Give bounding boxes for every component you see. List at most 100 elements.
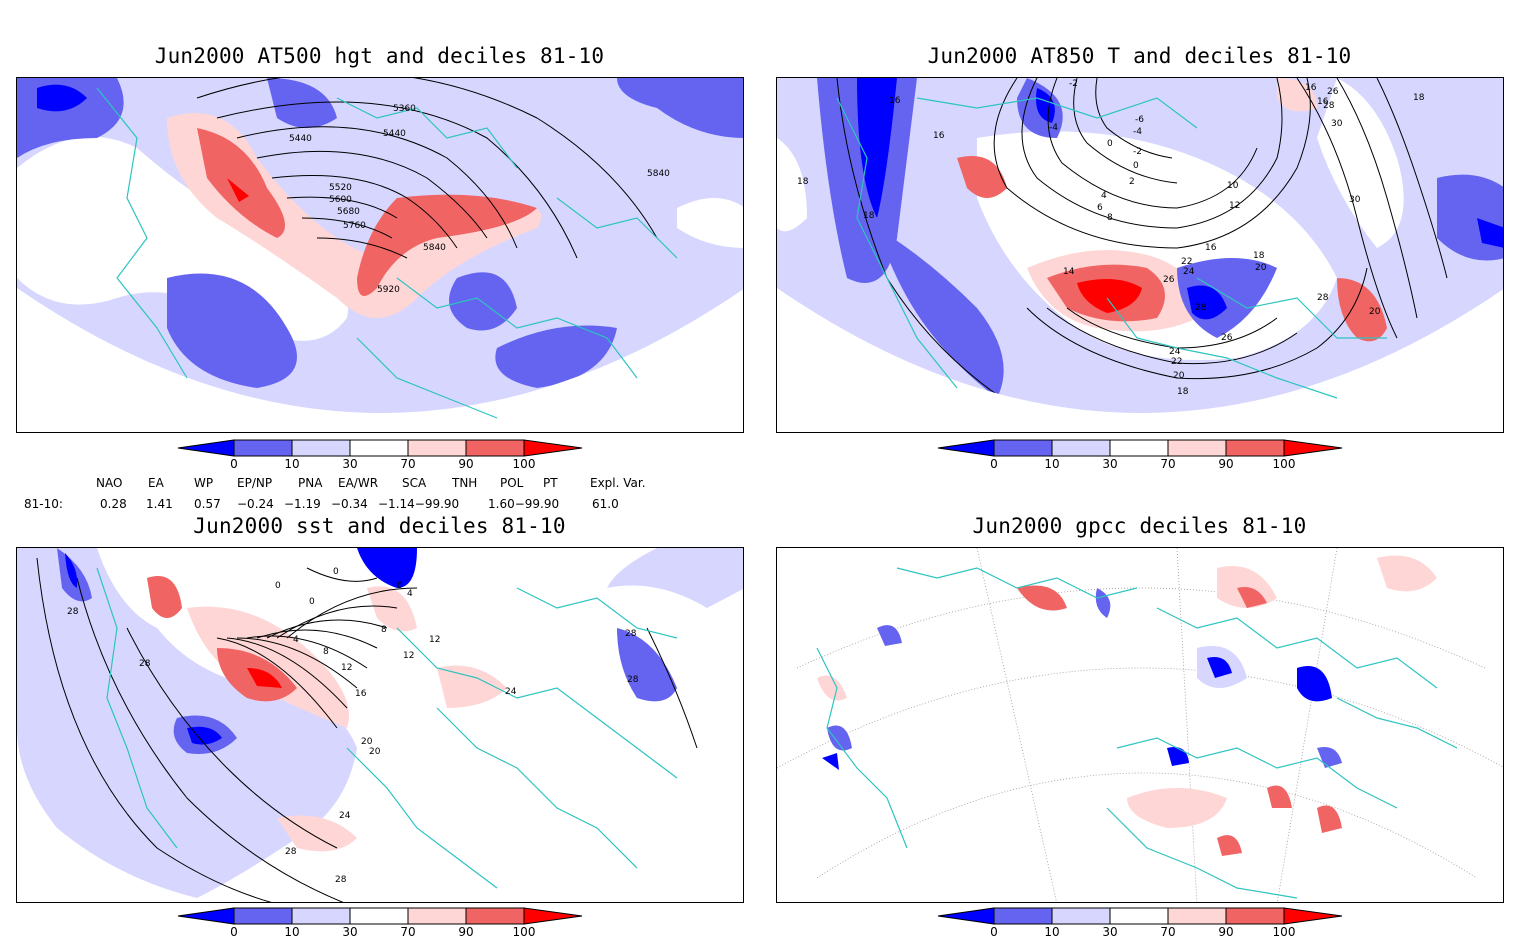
svg-text:90: 90 <box>458 925 473 939</box>
svg-text:26: 26 <box>1327 87 1339 97</box>
svg-text:20: 20 <box>1173 371 1185 381</box>
svg-text:30: 30 <box>342 925 357 939</box>
colorbar-swatch <box>994 440 1052 456</box>
index-header-expl-var: Expl. Var. <box>590 476 646 490</box>
colorbar-swatch <box>178 908 234 924</box>
colorbar-bottom-right: 0 10 30 70 90 100 <box>937 907 1343 939</box>
index-header-pt: PT <box>543 476 558 490</box>
colorbar-swatch <box>350 908 408 924</box>
colorbar-swatches <box>178 440 582 456</box>
colorbar-swatch <box>938 908 994 924</box>
svg-text:5680: 5680 <box>337 207 360 217</box>
colorbar-swatch <box>524 440 582 456</box>
svg-text:26: 26 <box>1221 333 1233 343</box>
colorbar-swatch <box>1110 908 1168 924</box>
svg-text:5520: 5520 <box>329 183 352 193</box>
svg-text:28: 28 <box>1195 303 1207 313</box>
svg-text:-4: -4 <box>1133 127 1142 137</box>
index-header-sca: SCA <box>402 476 427 490</box>
colorbar-swatch <box>408 440 466 456</box>
index-value-expl-var: 61.0 <box>592 497 619 511</box>
svg-text:12: 12 <box>1229 201 1240 211</box>
svg-text:30: 30 <box>342 457 357 471</box>
panel-title-sst: Jun2000 sst and deciles 81-10 <box>193 514 566 538</box>
svg-text:18: 18 <box>797 177 809 187</box>
index-value-wp: 0.57 <box>194 497 221 511</box>
svg-text:100: 100 <box>1273 457 1296 471</box>
index-row-label: 81-10: <box>24 497 63 511</box>
svg-text:28: 28 <box>335 875 347 885</box>
svg-text:18: 18 <box>1177 387 1189 397</box>
colorbar-swatch <box>1226 908 1284 924</box>
svg-text:0: 0 <box>333 567 339 577</box>
svg-text:0: 0 <box>230 457 238 471</box>
colorbar-top-left: 0 10 30 70 90 100 <box>177 439 583 471</box>
colorbar-top-right: 0 10 30 70 90 100 <box>937 439 1343 471</box>
colorbar-swatches <box>938 440 1342 456</box>
svg-text:10: 10 <box>1044 925 1059 939</box>
svg-text:16: 16 <box>355 689 367 699</box>
teleconnection-index-table: NAO EA WP EP/NP PNA EA/WR SCA TNH POL PT… <box>0 474 700 514</box>
map-panel-sst: 28 28 0 0 0 0 4 4 8 8 12 12 12 16 20 20 … <box>16 547 744 903</box>
svg-text:0: 0 <box>1133 161 1139 171</box>
svg-text:28: 28 <box>1317 293 1329 303</box>
svg-text:8: 8 <box>1107 213 1113 223</box>
svg-text:18: 18 <box>863 211 875 221</box>
svg-text:28: 28 <box>67 607 79 617</box>
svg-text:24: 24 <box>339 811 351 821</box>
panel-title-gpcc: Jun2000 gpcc deciles 81-10 <box>972 514 1307 538</box>
svg-text:-2: -2 <box>1069 79 1078 89</box>
svg-text:24: 24 <box>1169 347 1181 357</box>
svg-text:0: 0 <box>309 597 315 607</box>
colorbar-swatch <box>938 440 994 456</box>
colorbar-swatch <box>1168 908 1226 924</box>
svg-text:0: 0 <box>275 581 281 591</box>
svg-text:100: 100 <box>1273 925 1296 939</box>
index-header-nao: NAO <box>96 476 123 490</box>
svg-text:16: 16 <box>1205 243 1217 253</box>
colorbar-swatch <box>350 440 408 456</box>
svg-text:10: 10 <box>284 925 299 939</box>
colorbar-swatch <box>1168 440 1226 456</box>
svg-text:10: 10 <box>284 457 299 471</box>
svg-text:6: 6 <box>1097 203 1103 213</box>
svg-text:4: 4 <box>293 635 299 645</box>
colorbar-swatch <box>292 440 350 456</box>
svg-text:20: 20 <box>1369 307 1381 317</box>
index-header-pna: PNA <box>298 476 323 490</box>
colorbar-swatch <box>1110 440 1168 456</box>
svg-text:100: 100 <box>513 457 536 471</box>
svg-text:30: 30 <box>1349 195 1361 205</box>
colorbar-swatch <box>1226 440 1284 456</box>
index-value-ea: 1.41 <box>146 497 173 511</box>
colorbar-swatch <box>524 908 582 924</box>
svg-text:20: 20 <box>361 737 373 747</box>
colorbar-swatch <box>178 440 234 456</box>
colorbar-swatch <box>994 908 1052 924</box>
svg-text:14: 14 <box>1063 267 1075 277</box>
svg-text:24: 24 <box>1183 267 1195 277</box>
svg-text:0: 0 <box>397 581 403 591</box>
svg-text:5360: 5360 <box>393 104 416 114</box>
svg-text:5440: 5440 <box>383 129 406 139</box>
svg-text:28: 28 <box>625 629 637 639</box>
svg-text:0: 0 <box>230 925 238 939</box>
colorbar-swatch <box>292 908 350 924</box>
svg-text:5600: 5600 <box>329 195 352 205</box>
svg-text:8: 8 <box>323 647 329 657</box>
svg-text:70: 70 <box>1160 925 1175 939</box>
colorbar-bottom-left: 0 10 30 70 90 100 <box>177 907 583 939</box>
svg-text:5840: 5840 <box>423 243 446 253</box>
svg-text:90: 90 <box>458 457 473 471</box>
svg-text:16: 16 <box>933 131 945 141</box>
svg-text:30: 30 <box>1331 119 1343 129</box>
colorbar-swatch <box>1052 440 1110 456</box>
panel-title-500hgt: Jun2000 AT500 hgt and deciles 81-10 <box>154 44 605 68</box>
svg-text:30: 30 <box>1102 925 1117 939</box>
svg-text:0: 0 <box>990 457 998 471</box>
svg-text:5440: 5440 <box>289 134 312 144</box>
colorbar-swatch <box>1284 440 1342 456</box>
svg-text:90: 90 <box>1218 457 1233 471</box>
svg-text:12: 12 <box>403 651 414 661</box>
svg-text:24: 24 <box>505 687 517 697</box>
